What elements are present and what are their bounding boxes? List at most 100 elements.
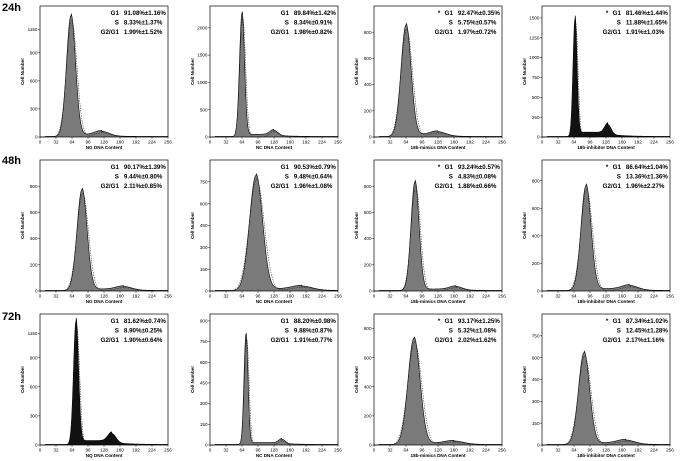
- model-fit-curve: [374, 185, 502, 292]
- stat-value: 5.75%±0.57%: [458, 20, 497, 27]
- x-tick-label: 32: [387, 294, 393, 299]
- y-tick-label: 800: [364, 184, 372, 189]
- y-axis-label: Cell Number: [522, 212, 527, 239]
- stat-value: 9.88%±0.87%: [294, 328, 333, 335]
- x-tick-label: 160: [618, 448, 626, 453]
- y-tick-label: 750: [532, 75, 540, 80]
- histogram-outline: [374, 22, 502, 138]
- histogram-panel-2-3: 0 32 64 96 128 160 192 224 256 0 150 300 450 600 750 18…: [522, 313, 674, 458]
- stat-value: 81.62%±0.74%: [124, 318, 166, 325]
- y-axis-label: Cell Number: [190, 212, 195, 239]
- stat-label: G2/G1: [435, 29, 454, 36]
- stat-label: S: [617, 174, 621, 181]
- stat-value: 8.34%±0.91%: [294, 20, 333, 27]
- x-tick-label: 64: [239, 140, 245, 145]
- x-tick-label: 192: [634, 448, 642, 453]
- y-tick-label: 300: [200, 245, 208, 250]
- y-tick-label: 900: [30, 355, 38, 360]
- x-tick-label: 32: [53, 294, 59, 299]
- x-tick-label: 224: [148, 448, 156, 453]
- histogram-panel-0-2: 0 32 64 96 128 160 192 224 256 0 200 400 600 800 18b-m…: [354, 5, 506, 150]
- stat-label: G2/G1: [101, 337, 120, 344]
- x-tick-label: 64: [239, 448, 245, 453]
- histogram-area: [210, 173, 338, 291]
- stat-value: 8.90%±0.25%: [124, 328, 163, 335]
- histogram-panel-2-1: 0 32 64 96 128 160 192 224 256 0 150 300 450 600 750 90…: [190, 313, 342, 458]
- stat-value: 81.46%±1.44%: [626, 10, 668, 17]
- x-tick-label: 192: [466, 448, 474, 453]
- stat-value: 1.90%±0.64%: [124, 337, 163, 344]
- y-tick-label: 1150: [28, 331, 38, 336]
- x-axis-label: NC DNA Content: [256, 453, 293, 458]
- y-tick-label: 200: [364, 108, 372, 113]
- y-tick-label: 600: [532, 355, 540, 360]
- y-tick-label: 200: [532, 261, 540, 266]
- x-tick-label: 128: [602, 448, 610, 453]
- stat-label: S: [285, 328, 289, 335]
- x-tick-label: 256: [666, 140, 674, 145]
- x-tick-label: 0: [209, 294, 212, 299]
- x-axis-label: 18b-mimics DNA Content: [411, 145, 466, 150]
- x-tick-label: 256: [334, 448, 342, 453]
- x-tick-label: 96: [419, 294, 425, 299]
- stat-value: 11.88%±1.65%: [626, 20, 668, 27]
- stat-label: G1: [281, 164, 290, 171]
- x-tick-label: 64: [239, 294, 245, 299]
- x-tick-label: 128: [270, 294, 278, 299]
- y-axis-label: Cell Number: [20, 212, 25, 239]
- x-tick-label: 160: [618, 140, 626, 145]
- x-tick-label: 128: [100, 140, 108, 145]
- y-axis-label: Cell Number: [190, 58, 195, 85]
- significance-marker: *: [606, 164, 609, 171]
- histogram-panel-0-0: 0 32 64 96 128 160 192 224 256 0 300 600 900 1150 NG D…: [20, 5, 172, 150]
- x-tick-label: 192: [466, 140, 474, 145]
- significance-marker: *: [606, 10, 609, 17]
- histogram-outline: [210, 333, 338, 446]
- y-axis-label: Cell Number: [20, 58, 25, 85]
- y-axis-label: Cell Number: [354, 58, 359, 85]
- x-tick-label: 224: [482, 448, 490, 453]
- x-tick-label: 160: [286, 140, 294, 145]
- x-tick-label: 96: [587, 294, 593, 299]
- y-axis-label: Cell Number: [190, 366, 195, 393]
- stat-value: 93.17%±1.25%: [458, 318, 500, 325]
- y-tick-label: 400: [30, 236, 38, 241]
- y-tick-label: 600: [200, 360, 208, 365]
- model-fit-curve: [542, 23, 670, 138]
- x-tick-label: 192: [132, 294, 140, 299]
- row-label-72h: 72h: [2, 311, 21, 323]
- stat-label: S: [285, 20, 289, 27]
- x-tick-label: 96: [255, 140, 261, 145]
- x-tick-label: 64: [69, 140, 75, 145]
- x-tick-label: 0: [209, 448, 212, 453]
- x-tick-label: 32: [555, 294, 561, 299]
- x-tick-label: 160: [116, 448, 124, 453]
- y-tick-label: 600: [364, 355, 372, 360]
- x-tick-label: 128: [434, 448, 442, 453]
- x-tick-label: 64: [571, 140, 577, 145]
- y-tick-label: 600: [364, 56, 372, 61]
- stat-value: 88.20%±0.98%: [294, 318, 336, 325]
- x-tick-label: 64: [69, 448, 75, 453]
- model-fit-curve: [542, 189, 670, 292]
- y-tick-label: 900: [200, 318, 208, 323]
- y-tick-label: 0: [369, 443, 372, 448]
- y-tick-label: 2000: [197, 25, 208, 30]
- x-tick-label: 224: [318, 294, 326, 299]
- row-label-24h: 24h: [2, 2, 21, 14]
- x-tick-label: 192: [634, 140, 642, 145]
- x-tick-label: 224: [148, 294, 156, 299]
- x-tick-label: 128: [434, 140, 442, 145]
- x-tick-label: 128: [100, 448, 108, 453]
- x-tick-label: 256: [498, 294, 506, 299]
- histogram-panel-2-2: 0 32 64 96 128 160 192 224 256 0 200 400 600 800 18b-m…: [354, 313, 506, 458]
- significance-marker: *: [438, 318, 441, 325]
- x-tick-label: 32: [223, 140, 229, 145]
- x-tick-label: 96: [587, 448, 593, 453]
- stat-value: 90.17%±1.39%: [124, 164, 166, 171]
- x-tick-label: 0: [39, 140, 42, 145]
- stat-label: G2/G1: [101, 183, 120, 190]
- model-fit-curve: [40, 19, 168, 138]
- x-tick-label: 96: [255, 448, 261, 453]
- histogram-panel-1-1: 0 32 64 96 128 160 192 224 256 0 150 300 450 600 750 NC…: [190, 159, 342, 304]
